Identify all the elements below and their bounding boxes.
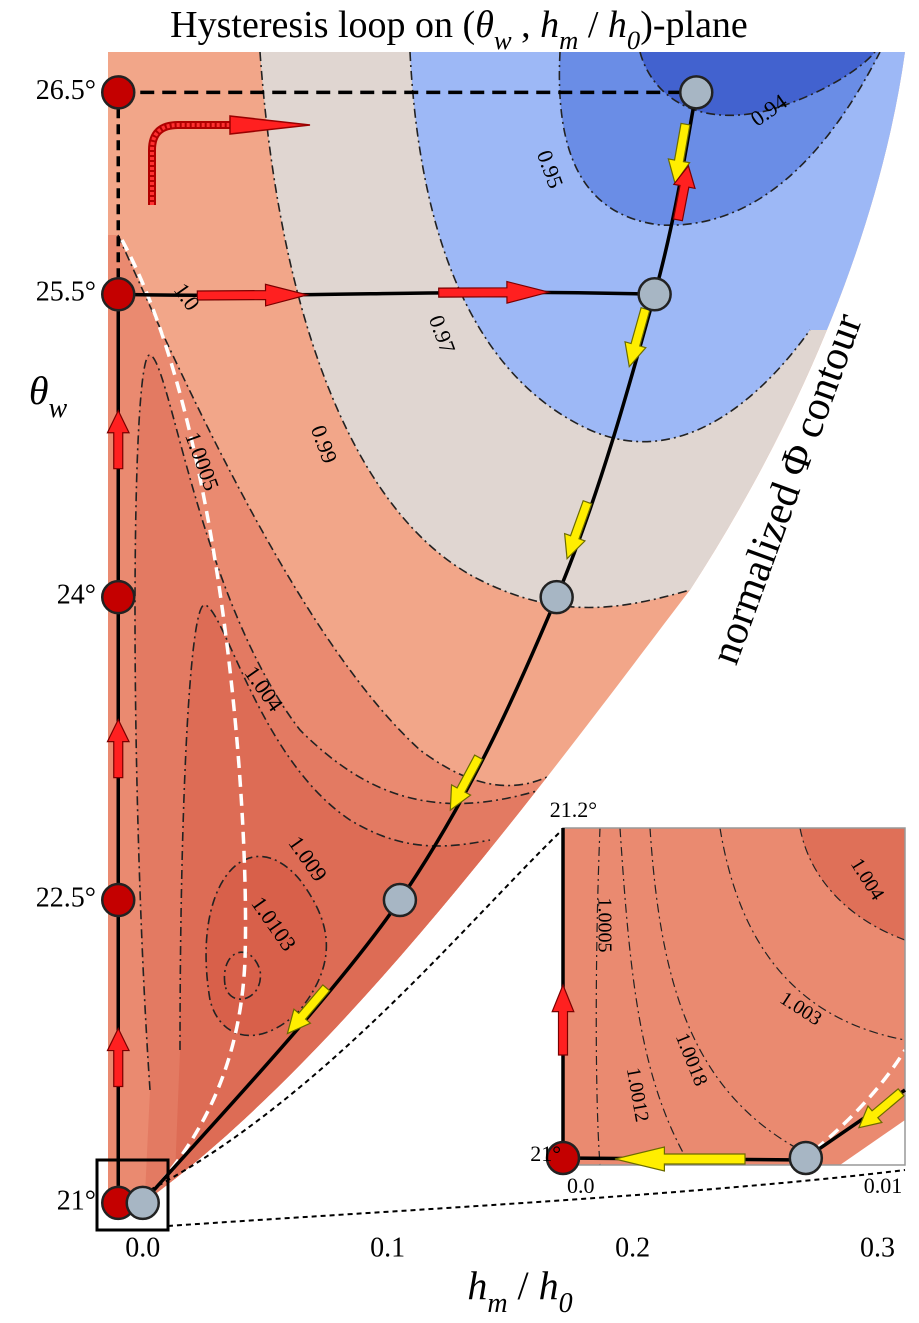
contour-line (205, 855, 328, 1037)
contour-line (117, 234, 611, 787)
arrow (449, 754, 484, 812)
contour-line (595, 828, 601, 1165)
contour-lines (117, 52, 881, 1091)
arrow (286, 984, 331, 1035)
arrow (106, 718, 131, 779)
gray-point (539, 579, 574, 615)
chart-title-part: h (608, 4, 627, 46)
contour-line (134, 354, 541, 1091)
arrow (667, 122, 691, 185)
y-tick-label: 22.5° (36, 882, 96, 913)
inset-fills (563, 828, 905, 1165)
contour-line (558, 52, 881, 226)
chart-title-part: w (494, 25, 512, 55)
arrow (672, 164, 696, 222)
chart-title-part: , (512, 4, 541, 46)
contour-line (619, 828, 691, 1165)
y-tick-label: 21° (57, 1185, 96, 1216)
y-tick-label: 26.5° (36, 75, 96, 106)
x-axis-label-part: m (487, 1288, 507, 1319)
red-point (100, 882, 136, 918)
arrow (106, 409, 131, 470)
x-axis-label: hm / h0 (467, 1263, 572, 1319)
contour-line (179, 604, 491, 1051)
chart-title-part: Hysteresis loop on ( (170, 4, 475, 46)
contour-line (649, 828, 801, 1151)
gray-point (788, 1140, 824, 1176)
y-axis-label-part: θ (29, 368, 49, 413)
loop (100, 75, 906, 1221)
y-axis-label: θw (29, 368, 68, 424)
contour-line (409, 52, 811, 443)
arrow (551, 983, 575, 1056)
zoom-connector (167, 1169, 906, 1227)
x-axis-label-part: h (467, 1263, 487, 1308)
arrow (614, 1146, 746, 1172)
arrow (106, 1027, 131, 1088)
chart-title-part: 0 (627, 25, 640, 55)
x-axis-label-part: 0 (559, 1288, 573, 1319)
red-point (100, 579, 136, 615)
y-tick-label: 24° (57, 580, 96, 611)
y-tick-label: 25.5° (36, 277, 96, 308)
contour-line (799, 828, 905, 941)
gray-point (382, 882, 418, 918)
y-axis-label-part: w (48, 393, 67, 424)
arrow (438, 280, 552, 304)
zoom-connector (149, 831, 561, 1191)
chart-title-part: θ (475, 4, 494, 46)
gray-point (125, 1185, 160, 1221)
contour-line (719, 828, 905, 1041)
x-tick-label: 0.2 (615, 1232, 650, 1263)
inset-contour-lines (595, 828, 905, 1165)
chart-title-part: m (559, 25, 578, 55)
x-axis-label-part: / (508, 1263, 539, 1308)
decor-arrow-head (229, 115, 311, 135)
chart-title: Hysteresis loop on (θw , hm / h0)-plane (170, 4, 748, 55)
y-tick-label: 21° (530, 1141, 561, 1166)
contour-line (639, 52, 876, 117)
inset (562, 827, 907, 1166)
red-point (545, 1140, 581, 1176)
chart-title-part: / (578, 4, 608, 46)
x-tick-label: 0.3 (860, 1232, 895, 1263)
x-tick-label: 0.0 (125, 1232, 160, 1263)
contour-label: 1.0005 (593, 898, 615, 953)
decor-arrow (150, 123, 230, 205)
arrow (563, 499, 593, 561)
red-point (100, 75, 136, 110)
white-dashed-curve (120, 239, 248, 1197)
white-dashed-curve (813, 1049, 907, 1152)
red-point (100, 277, 136, 312)
x-tick-label: 0.0 (567, 1173, 595, 1198)
chart-title-part: )-plane (640, 4, 748, 46)
chart-title-part: h (540, 4, 559, 46)
contour-line (259, 52, 691, 609)
arrow (624, 306, 651, 369)
gray-point (679, 75, 714, 110)
zoom-box (95, 1158, 170, 1232)
arrow (857, 1088, 905, 1129)
contour-line (223, 951, 262, 1000)
gray-point (637, 277, 672, 312)
x-tick-label: 0.1 (370, 1232, 405, 1263)
y-tick-label: 21.2° (550, 797, 597, 822)
arrow (196, 283, 310, 307)
x-axis-label-part: h (539, 1263, 559, 1308)
x-tick-label: 0.01 (864, 1173, 903, 1198)
